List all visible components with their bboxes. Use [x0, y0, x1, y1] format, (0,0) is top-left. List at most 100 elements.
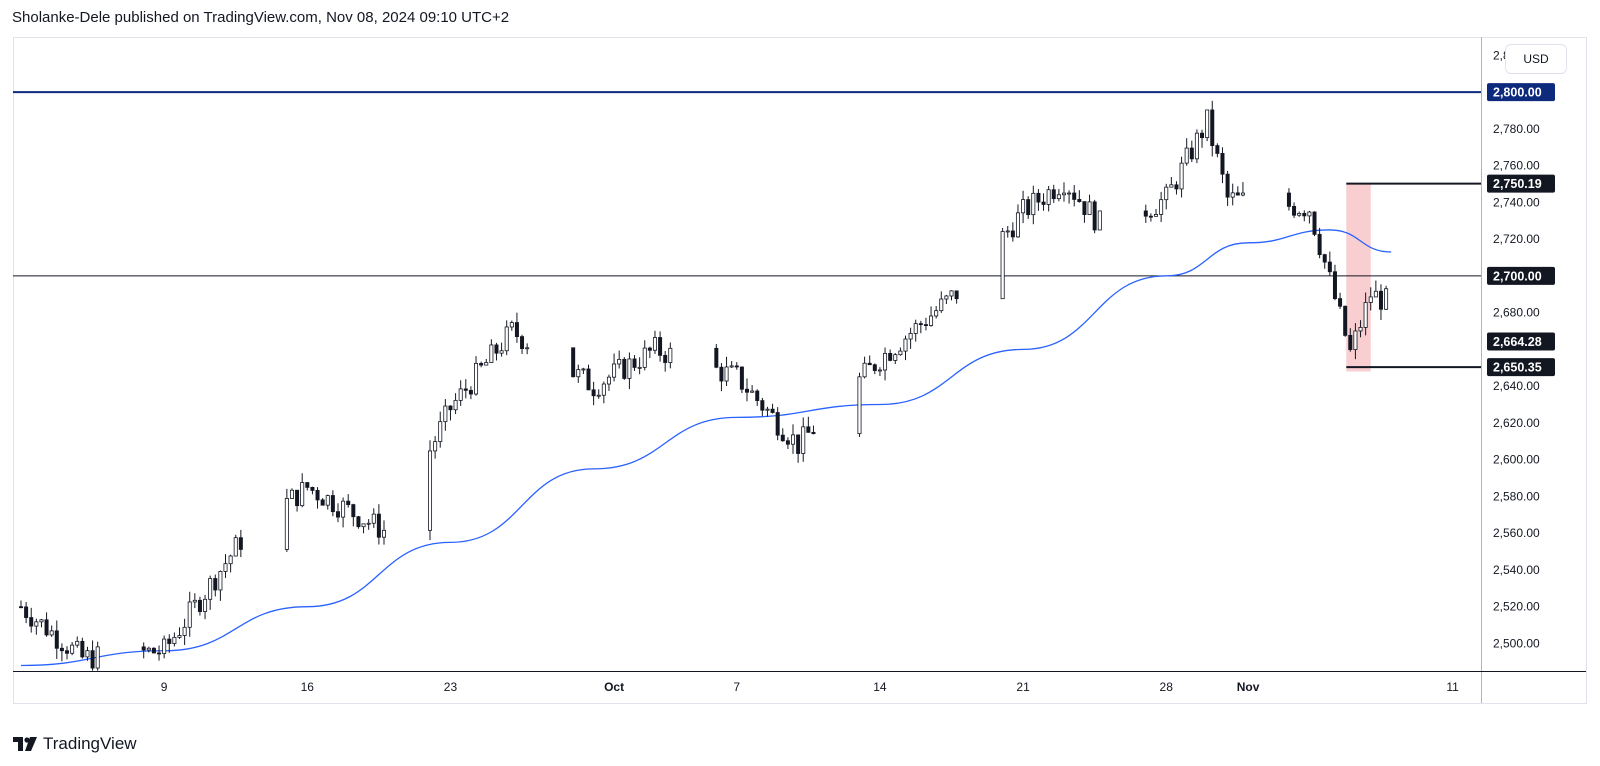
price-label-box: [1487, 83, 1555, 102]
candle-body: [167, 638, 172, 644]
footer-brand-text: TradingView: [43, 734, 137, 753]
candle-body: [208, 578, 213, 600]
candle-body: [929, 315, 934, 327]
candle-body: [514, 322, 519, 338]
candle-body: [765, 408, 770, 411]
candle-body: [1148, 215, 1153, 218]
candle-body: [1154, 214, 1159, 217]
candle-body: [489, 344, 494, 363]
candle-body: [1189, 147, 1194, 160]
price-tick-label: 2,580.00: [1493, 489, 1540, 503]
candle-body: [361, 523, 366, 528]
candle-body: [1179, 162, 1184, 190]
price-label-text: 2,800.00: [1493, 86, 1542, 100]
time-tick-label: 11: [1446, 680, 1459, 694]
candle-body: [857, 376, 862, 435]
candle-body: [1235, 192, 1240, 196]
candle-body: [295, 489, 300, 507]
time-axis[interactable]: Sep91623Oct7142128Nov11: [13, 680, 1459, 694]
candlestick-chart[interactable]: 2,500.00 2,520.00 2,540.00 2,560.00 2,580.00…: [13, 37, 1587, 718]
price-tick-label: 2,520.00: [1493, 600, 1540, 614]
candle-body: [346, 500, 351, 506]
candle-body: [172, 636, 177, 644]
candle-body: [494, 344, 499, 354]
price-tick-label: 2,720.00: [1493, 232, 1540, 246]
candle-body: [606, 376, 611, 385]
candle-body: [954, 290, 959, 300]
candle-body: [893, 354, 898, 361]
chart-frame-lines: [13, 37, 1587, 704]
candle-body: [34, 621, 39, 627]
price-tick-label: 2,540.00: [1493, 563, 1540, 577]
candle-body: [770, 408, 775, 413]
time-tick-label: 9: [161, 680, 168, 694]
candle-body: [1169, 184, 1174, 188]
candle-body: [85, 650, 90, 658]
candle-body: [791, 434, 796, 445]
candle-body: [632, 358, 637, 368]
candle-body: [448, 405, 453, 411]
candle-body: [315, 490, 320, 501]
candle-body: [750, 390, 755, 393]
candle-body: [1373, 290, 1378, 298]
candle-body: [1312, 211, 1317, 235]
candle-body: [1056, 194, 1061, 200]
candle-body: [381, 529, 386, 538]
candle-body: [1348, 334, 1353, 350]
tradingview-logo-icon: [13, 737, 37, 751]
candle-body: [1378, 290, 1383, 310]
candle-body: [652, 337, 657, 351]
candle-body: [642, 347, 647, 368]
time-tick-label: 14: [873, 680, 887, 694]
candle-body: [1143, 210, 1148, 217]
candle-body: [1286, 192, 1291, 207]
candle-body: [637, 366, 642, 369]
candle-body: [335, 511, 340, 518]
candle-body: [238, 537, 243, 550]
price-tick-label: 2,600.00: [1493, 453, 1540, 467]
candle-body: [197, 599, 202, 612]
candle-body: [1159, 199, 1164, 215]
price-axis[interactable]: 2,500.00 2,520.00 2,540.00 2,560.00 2,580.00…: [1493, 48, 1540, 650]
chart-area[interactable]: 2,500.00 2,520.00 2,540.00 2,560.00 2,580.00…: [13, 37, 1587, 718]
price-tick-label: 2,560.00: [1493, 526, 1540, 540]
candle-body: [458, 388, 463, 401]
candle-body: [1046, 189, 1051, 205]
candle-body: [330, 495, 335, 513]
candle-body: [151, 647, 156, 654]
candle-body: [65, 650, 70, 654]
candle-body: [918, 323, 923, 326]
candle-body: [300, 482, 305, 507]
candle-body: [504, 326, 509, 352]
candle-body: [146, 647, 151, 651]
time-tick-label: Oct: [604, 680, 624, 694]
footer-brand[interactable]: TradingView: [13, 733, 137, 755]
candle-body: [182, 626, 187, 636]
candle-body: [1363, 302, 1368, 328]
candle-body: [1026, 199, 1031, 216]
candle-body: [187, 601, 192, 628]
candle-body: [576, 369, 581, 378]
price-tick-label: 2,500.00: [1493, 636, 1540, 650]
candle-body: [586, 368, 591, 391]
candle-body: [1005, 230, 1010, 233]
candle-body: [1327, 261, 1332, 273]
candle-body: [627, 358, 632, 379]
candle-body: [54, 630, 59, 649]
candle-body: [1297, 212, 1302, 216]
price-tick-label: 2,780.00: [1493, 122, 1540, 136]
candle-body: [376, 513, 381, 538]
candle-body: [601, 383, 606, 396]
candle-body: [371, 513, 376, 524]
candle-body: [351, 504, 356, 518]
candle-body: [484, 362, 489, 366]
price-label-text: 2,700.00: [1493, 269, 1542, 283]
candle-body: [1210, 109, 1215, 146]
candle-body: [617, 358, 622, 365]
candle-body: [1092, 201, 1097, 231]
candle-body: [913, 323, 918, 334]
candle-body: [24, 606, 29, 618]
currency-button[interactable]: USD: [1505, 44, 1567, 74]
candle-body: [867, 362, 872, 366]
candle-body: [1036, 192, 1041, 203]
